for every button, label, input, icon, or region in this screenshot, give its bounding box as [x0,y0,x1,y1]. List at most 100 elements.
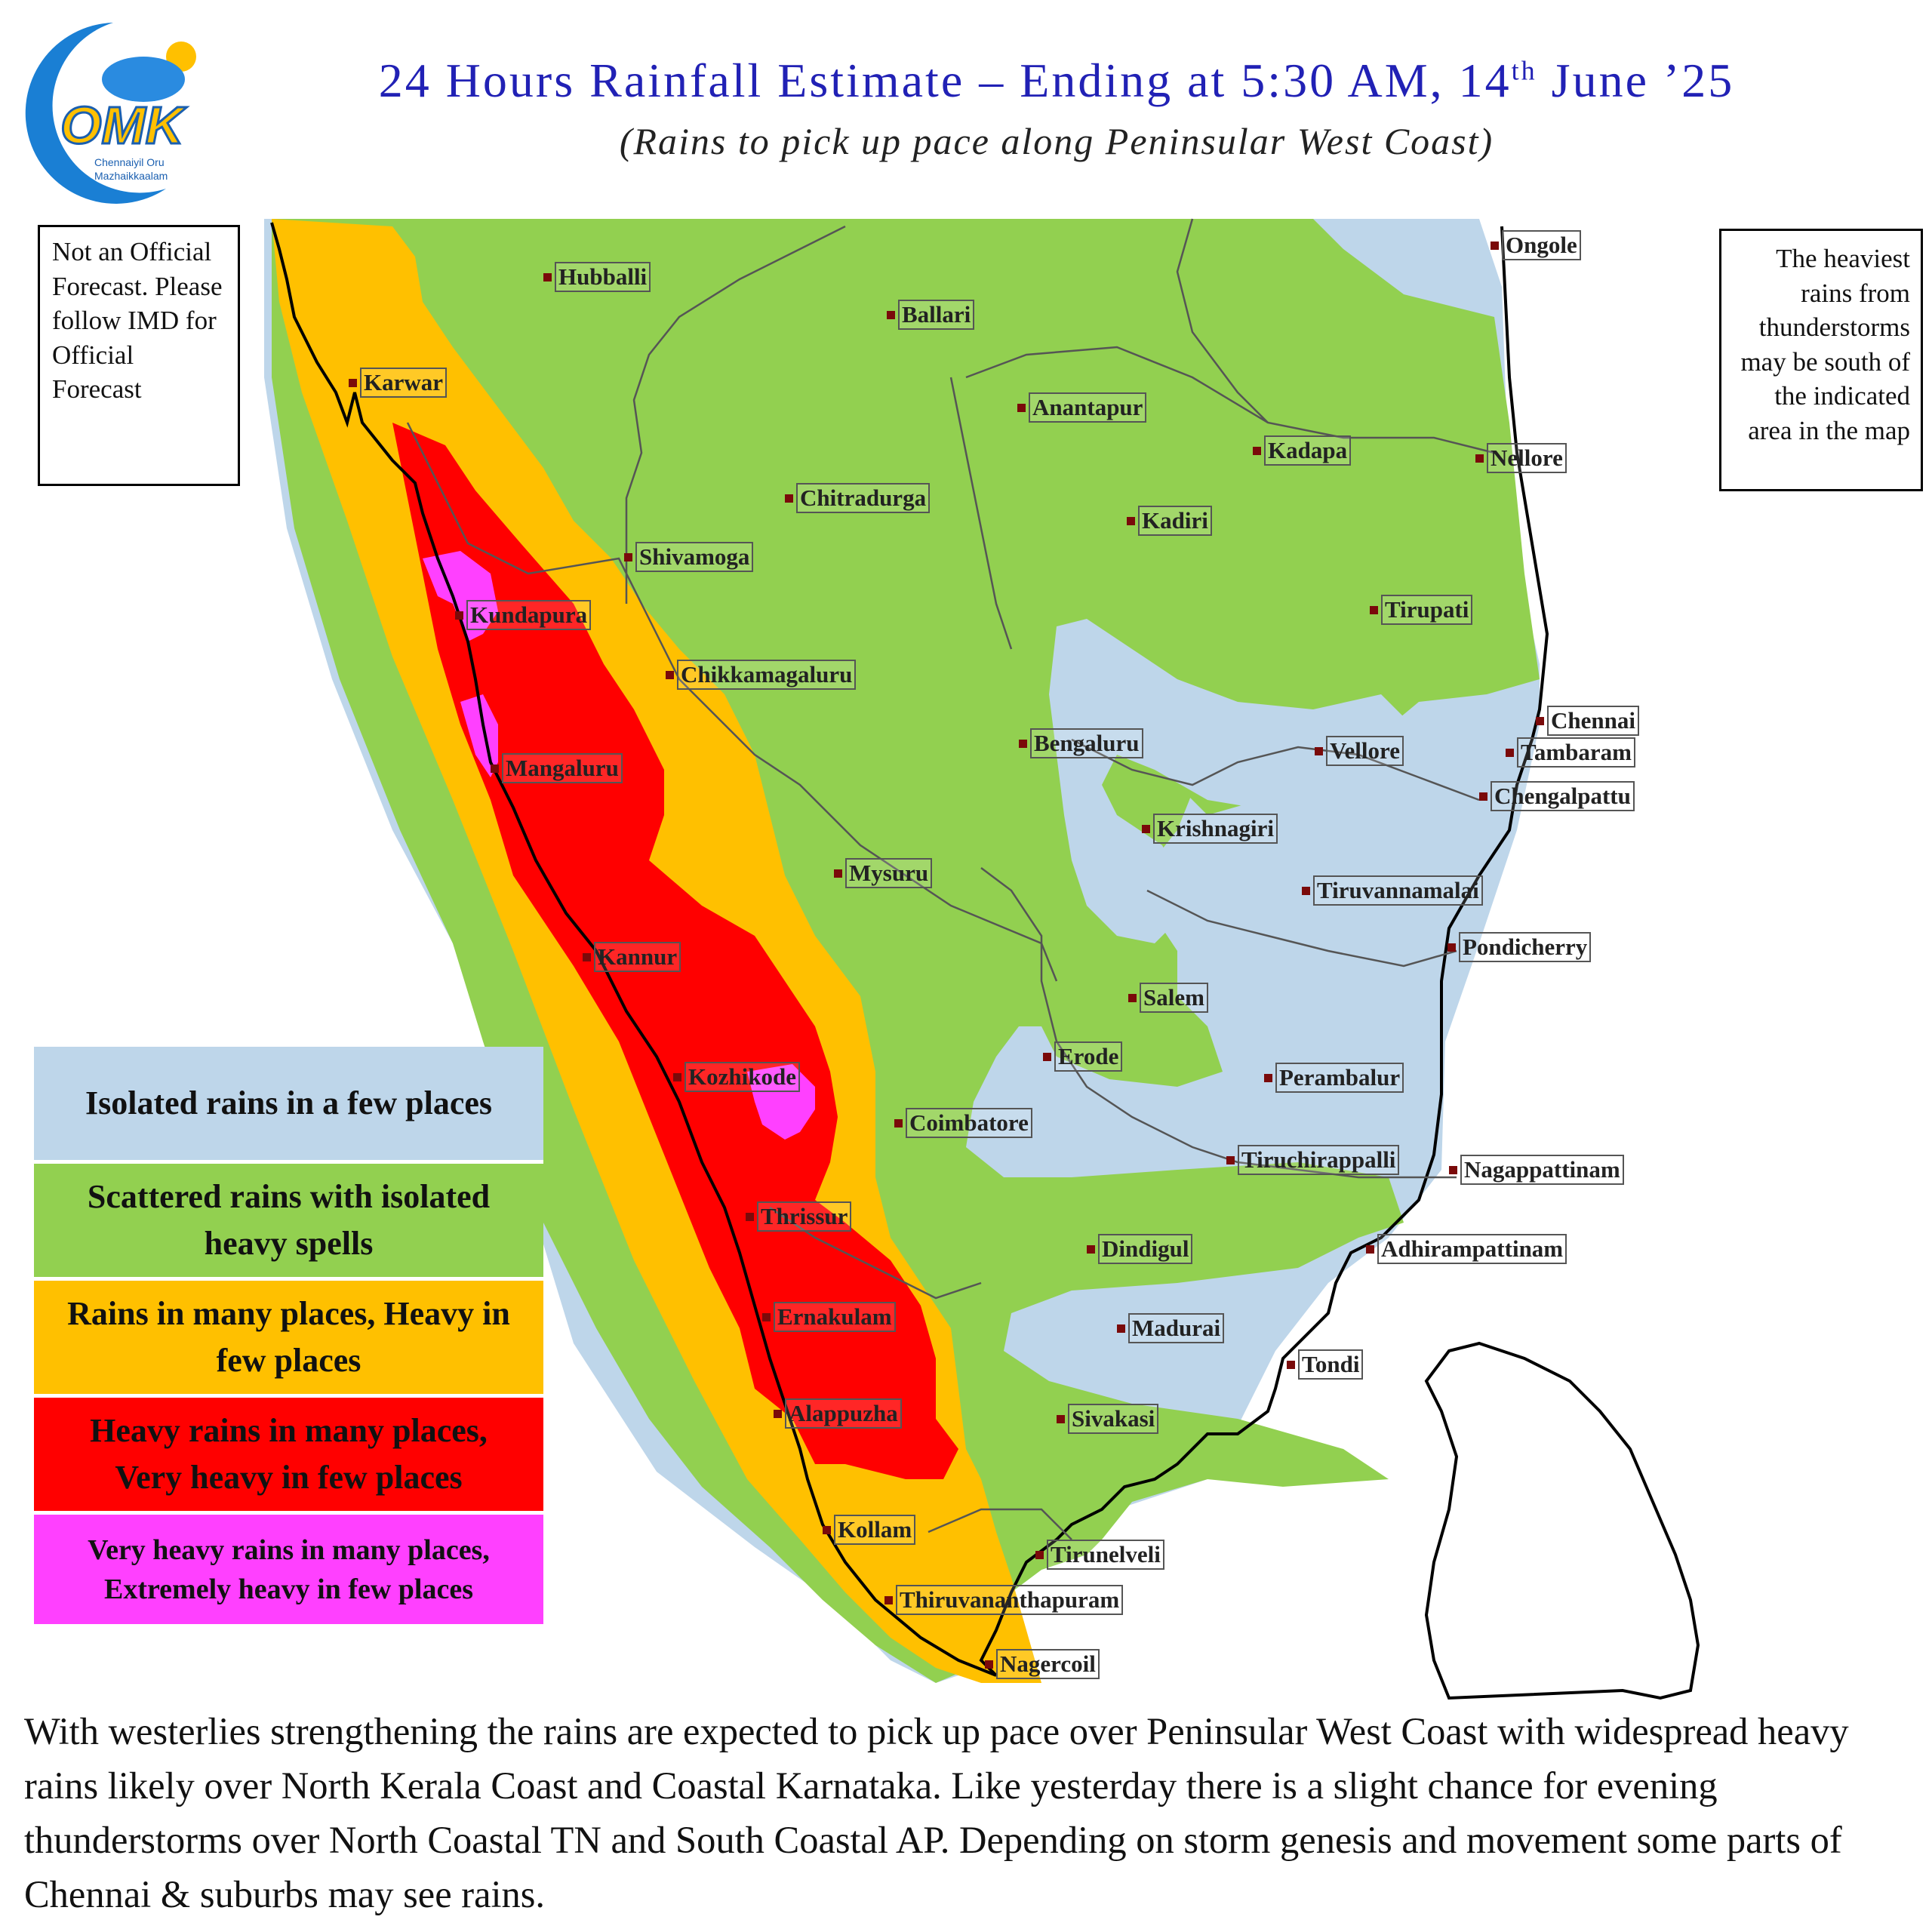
city-kadapa: Kadapa [1253,435,1352,466]
city-vellore: Vellore [1315,736,1404,766]
legend-item-heavy: Heavy rains in many places, Very heavy i… [34,1398,543,1515]
city-marker-icon [1117,1324,1125,1333]
logo-letters: OMK [60,96,187,155]
city-label: Tondi [1298,1349,1364,1380]
disclaimer-note: Not an Official Forecast. Please follow … [38,225,240,486]
city-label: Ernakulam [774,1302,896,1332]
city-marker-icon [1035,1550,1044,1559]
city-marker-icon [887,310,895,319]
city-label: Kannur [594,942,681,972]
city-label: Dindigul [1098,1234,1193,1264]
city-marker-icon [1287,1360,1295,1369]
city-chennai: Chennai [1536,706,1639,736]
page-title: 24 Hours Rainfall Estimate – Ending at 5… [378,54,1735,107]
page-subtitle: (Rains to pick up pace along Peninsular … [619,120,1494,162]
zone-isolated-inner [1049,619,1411,943]
city-mysuru: Mysuru [834,858,933,888]
city-marker-icon [834,869,842,878]
heaviest-rains-note: The heaviest rains from thunderstorms ma… [1719,229,1923,491]
city-marker-icon [785,494,793,503]
city-label: Bengaluru [1030,728,1143,758]
city-erode: Erode [1043,1041,1123,1072]
city-ballari: Ballari [887,300,975,330]
city-marker-icon [455,611,463,620]
city-kannur: Kannur [583,942,681,972]
city-marker-icon [1536,716,1544,725]
city-mangaluru: Mangaluru [491,753,623,783]
city-tirunelveli: Tirunelveli [1035,1540,1164,1570]
city-label: Madurai [1128,1313,1225,1343]
city-alappuzha: Alappuzha [774,1398,902,1429]
city-label: Kollam [834,1515,916,1545]
city-label: Thiruvananthapuram [896,1585,1124,1615]
city-tirupati: Tirupati [1370,595,1473,625]
city-marker-icon [1057,1414,1065,1423]
legend-item-many-places: Rains in many places, Heavy in few place… [34,1281,543,1398]
city-marker-icon [1019,739,1027,748]
city-label: Adhirampattinam [1377,1234,1567,1264]
city-label: Salem [1140,983,1208,1013]
legend-item-very-heavy: Very heavy rains in many places, Extreme… [34,1515,543,1628]
city-marker-icon [1087,1244,1095,1254]
city-kadiri: Kadiri [1127,506,1212,536]
city-marker-icon [543,272,552,281]
city-tambaram: Tambaram [1506,737,1635,768]
omk-logo: OMK Chennaiyil Oru Mazhaikkaalam [25,23,196,204]
city-anantapur: Anantapur [1017,392,1147,423]
sri-lanka-outline [1424,1341,1700,1700]
city-label: Thrissur [757,1201,852,1232]
city-dindigul: Dindigul [1087,1234,1193,1264]
city-label: Tambaram [1517,737,1635,768]
city-label: Vellore [1326,736,1404,766]
city-chitradurga: Chitradurga [785,483,931,513]
city-label: Nagappattinam [1460,1155,1624,1185]
city-marker-icon [1043,1052,1051,1061]
city-label: Tiruchirappalli [1238,1145,1400,1175]
city-label: Chennai [1547,706,1639,736]
city-marker-icon [673,1072,681,1081]
city-label: Krishnagiri [1153,814,1278,844]
legend-item-isolated: Isolated rains in a few places [34,1047,543,1164]
city-shivamoga: Shivamoga [624,542,754,572]
city-marker-icon [985,1660,993,1669]
city-label: Chengalpattu [1491,781,1635,811]
city-perambalur: Perambalur [1264,1063,1404,1093]
city-marker-icon [1142,824,1150,833]
city-marker-icon [823,1525,831,1534]
city-label: Kundapura [466,600,592,630]
city-label: Kozhikode [685,1062,800,1092]
city-marker-icon [1506,748,1514,757]
city-label: Nellore [1487,443,1567,473]
zone-very-heavy-kozhikode [747,1064,815,1140]
city-pondicherry: Pondicherry [1447,932,1592,962]
city-kundapura: Kundapura [455,600,592,630]
zone-very-heavy-kundapura [423,551,498,641]
city-nagercoil: Nagercoil [985,1649,1100,1679]
city-marker-icon [762,1312,771,1321]
city-kollam: Kollam [823,1515,916,1545]
city-tondi: Tondi [1287,1349,1364,1380]
city-sivakasi: Sivakasi [1057,1404,1159,1434]
city-nagappattinam: Nagappattinam [1449,1155,1624,1185]
city-kozhikode: Kozhikode [673,1062,800,1092]
zone-heavy-many [392,423,958,1479]
city-marker-icon [1447,943,1456,952]
logo-line2: Mazhaikkaalam [94,170,168,182]
city-madurai: Madurai [1117,1313,1225,1343]
city-label: Tirupati [1381,595,1473,625]
city-marker-icon [1264,1073,1272,1082]
city-marker-icon [1370,605,1378,614]
city-label: Tirunelveli [1047,1540,1164,1570]
city-bengaluru: Bengaluru [1019,728,1143,758]
city-marker-icon [583,952,591,961]
city-marker-icon [884,1595,893,1604]
city-salem: Salem [1128,983,1208,1013]
city-label: Nagercoil [996,1649,1100,1679]
city-marker-icon [666,670,674,679]
city-marker-icon [1475,454,1484,463]
city-label: Kadapa [1264,435,1352,466]
city-chikkamagaluru: Chikkamagaluru [666,660,857,690]
city-marker-icon [1127,516,1135,525]
city-ongole: Ongole [1491,230,1581,260]
city-karwar: Karwar [349,368,448,398]
